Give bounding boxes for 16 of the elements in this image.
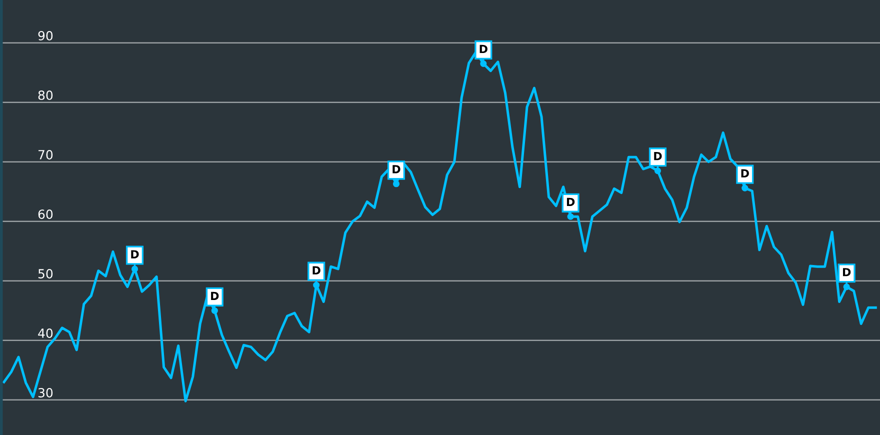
y-tick-label: 70	[38, 150, 53, 160]
data-label: D	[566, 198, 575, 206]
data-label: D	[211, 292, 219, 300]
y-tick-label: 30	[38, 388, 53, 398]
data-label: D	[842, 268, 851, 276]
y-tick-label: 50	[38, 269, 53, 278]
y-tick-label: 90	[38, 30, 53, 40]
data-label: D	[741, 169, 749, 178]
y-tick-label: 40	[38, 328, 53, 338]
data-label: D	[312, 266, 320, 274]
y-tick-label: 80	[38, 90, 53, 100]
data-label: D	[131, 250, 139, 258]
data-label: D	[654, 152, 662, 160]
y-tick-label: 60	[38, 209, 53, 219]
data-label: D	[392, 165, 400, 174]
data-label: D	[480, 44, 488, 54]
